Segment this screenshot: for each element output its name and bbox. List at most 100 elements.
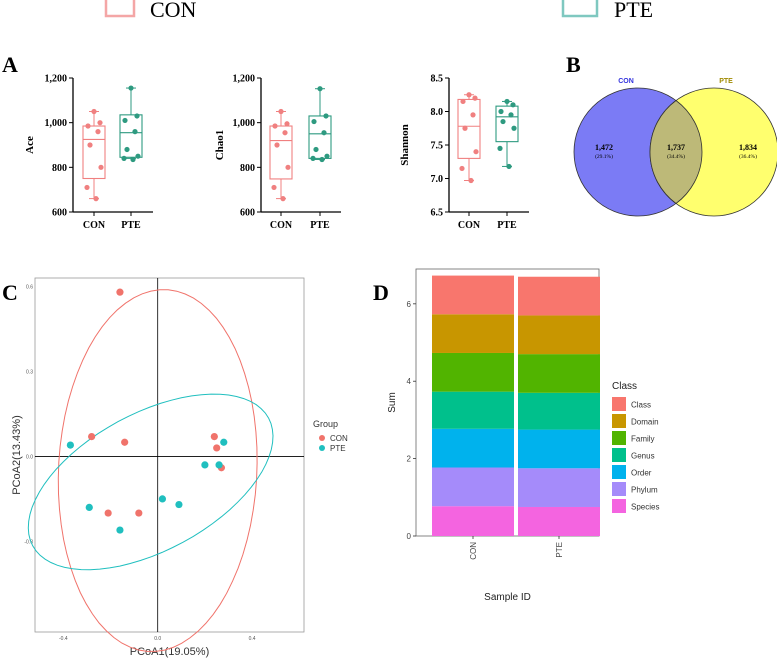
data-point [95, 129, 101, 135]
data-point [321, 130, 327, 136]
data-point [506, 163, 512, 170]
legend-label: Phylum [631, 486, 658, 495]
data-point [510, 102, 516, 108]
bar-segment-class [432, 275, 514, 315]
data-point [93, 196, 99, 202]
scatter-point-con [213, 444, 221, 452]
data-point [508, 112, 514, 118]
legend-label-con: CON [150, 0, 197, 22]
box-con [457, 98, 481, 159]
y-axis-label: Sum [387, 392, 398, 413]
scatter-point-pte [201, 461, 209, 469]
legend-label: Family [631, 435, 655, 444]
data-point [498, 108, 504, 115]
bar-segment-family [432, 352, 514, 392]
legend-swatch-species [612, 499, 626, 513]
data-point [466, 92, 472, 98]
data-point [132, 129, 138, 135]
legend-swatch-pte [561, 0, 599, 18]
scatter-point-pte [215, 461, 223, 469]
ellipse-con [57, 289, 258, 652]
legend-label: PTE [330, 444, 346, 453]
data-point [324, 153, 330, 159]
data-point [121, 155, 127, 161]
venn-region-value: 1,737 [667, 143, 685, 152]
bar-segment-domain [518, 315, 600, 355]
box-pte [119, 114, 143, 158]
x-axis-label: PCoA1(19.05%) [130, 646, 210, 658]
plot-frame [34, 277, 305, 633]
legend-swatch-phylum [612, 482, 626, 496]
y-tick-label: 8.5 [431, 74, 444, 85]
venn-region-pct: (34.4%) [667, 153, 685, 160]
legend-label: Domain [631, 418, 659, 427]
boxplot-ace: 600 800 1,000 1,200 Ace CON PTE [24, 74, 153, 231]
panel-letter-b: B [566, 52, 581, 77]
legend-title: Class [612, 381, 637, 392]
legend-title: Group [313, 419, 338, 429]
data-point [470, 112, 476, 118]
y-tick-label: 7.5 [431, 141, 444, 152]
data-point [272, 123, 278, 129]
bar-segment-species [432, 506, 514, 536]
data-point [319, 156, 325, 163]
bar-segment-order [432, 428, 514, 468]
panel-letter-c: C [2, 280, 18, 305]
y-tick-label: 7.0 [431, 174, 444, 185]
data-point [278, 108, 284, 115]
bar-segment-order [518, 429, 600, 469]
y-tick-label: 800 [240, 163, 255, 174]
legend-swatch-order [612, 465, 626, 479]
top-legend: CON PTE [104, 0, 653, 22]
data-point [497, 145, 503, 151]
stacked-bar-chart: 0 2 4 6 Sum Sample ID CON PTE Class Class Domain Fa… [387, 268, 659, 603]
data-point [468, 177, 474, 184]
legend-swatch-con [104, 0, 136, 18]
data-point [472, 95, 478, 101]
legend-swatch-class [612, 397, 626, 411]
y-tick-label: 4 [407, 377, 412, 386]
ellipse-pte [27, 393, 274, 571]
panel-letter-a: A [2, 52, 18, 77]
legend-label: Class [631, 401, 651, 410]
data-point [284, 121, 290, 127]
y-tick-label: 600 [240, 208, 255, 219]
scatter-point-con [121, 438, 129, 446]
data-point [87, 142, 93, 148]
x-tick-label: PTE [555, 542, 564, 558]
y-tick-label: 6 [407, 300, 412, 309]
data-point [462, 125, 468, 131]
bar-segment-genus [432, 391, 514, 429]
venn-set-label-pte: PTE [719, 78, 733, 85]
data-point [280, 196, 286, 202]
bar-segment-family [518, 354, 600, 393]
y-tick-label: 1,000 [45, 118, 68, 129]
y-tick-label: 0.3 [26, 369, 33, 375]
data-point [122, 117, 128, 124]
y-axis-label: Shannon [399, 124, 411, 166]
scatter-point-pte [158, 495, 167, 503]
legend-label-pte: PTE [614, 0, 653, 22]
x-tick-label: CON [469, 542, 478, 560]
y-tick-label: 1,200 [45, 74, 68, 85]
venn-region-value: 1,834 [739, 143, 757, 152]
legend-marker [319, 445, 325, 451]
x-tick-label: CON [270, 220, 293, 231]
venn-region-pct: (29.1%) [595, 153, 613, 160]
y-tick-label: -0.3 [24, 539, 33, 545]
scatter-point-pte [175, 500, 183, 509]
data-point [130, 156, 136, 163]
y-tick-label: 8.0 [431, 107, 444, 118]
bar-segment-class [518, 276, 600, 316]
box-con [82, 125, 106, 180]
x-tick-label: 0.0 [154, 636, 161, 642]
x-tick-label: -0.4 [59, 636, 68, 642]
x-tick-label: CON [458, 220, 481, 231]
y-tick-label: 800 [52, 163, 67, 174]
data-point [460, 98, 466, 105]
data-point [85, 123, 91, 129]
data-point [271, 184, 277, 191]
y-tick-label: 2 [407, 455, 412, 464]
venn-overlap [649, 100, 703, 204]
legend-swatch-genus [612, 448, 626, 462]
